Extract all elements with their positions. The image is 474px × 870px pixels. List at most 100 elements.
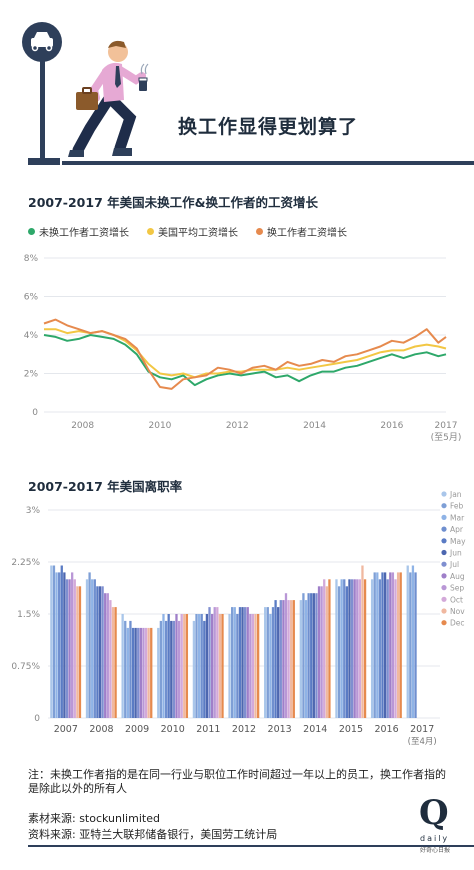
y-tick-label: 0 [32,408,38,418]
legend-label-Jul: Jul [449,560,459,569]
bottom-divider [28,845,474,847]
legend-label-Feb: Feb [450,502,464,511]
legend-dot-Feb [441,503,447,509]
bar-2011-Sep [213,607,216,718]
bar-2016-Dec [399,572,402,718]
legend-dot-Jul [441,561,447,567]
bar-2015-Feb [337,586,341,718]
bar-2016-Jun [383,572,387,718]
source-data: 资料来源: 亚特兰大联邦储备银行，美国劳工统计局 [28,828,278,841]
bar-2007-Nov [76,586,79,718]
bar-2008-Feb [88,572,91,718]
bar-2015-Aug [353,579,356,718]
x-tick-label: 2012 [232,724,256,735]
bar-2009-Jun [134,627,137,718]
y-tick-label: 2% [24,370,39,380]
bar-2007-Sep [71,572,74,718]
bar-2014-May [310,593,313,718]
legend-dot-Sep [441,585,447,591]
bar-2011-Jan [192,620,196,718]
hero-illustration [22,22,149,165]
legend-label-May: May [450,537,466,546]
headline: 换工作显得更划算了 [178,116,359,138]
bar-2008-Apr [93,579,96,718]
bar-2012-Feb [231,607,234,718]
bar-2015-Jun [348,579,351,718]
bar-2016-Oct [394,579,397,718]
legend-dot-Mar [441,514,447,520]
bar-2011-Nov [218,614,222,718]
x-tick-label: 2008 [71,421,94,431]
bar-2013-Dec [292,600,295,718]
bar-2015-Apr [343,579,346,718]
bar-2013-Oct [287,600,290,718]
x-tick-label: 2017 [410,724,434,735]
x-tick-label: 2009 [125,724,149,735]
bar-2014-Jan [299,600,302,718]
legend-dot-Jun [441,549,447,556]
bar-2010-Sep [177,620,181,718]
bar-2015-Mar [340,579,343,718]
bar-2014-Sep [320,586,323,718]
bar-2016-Apr [378,579,382,718]
bar-2010-May [167,614,170,718]
bar-2007-Jan [50,565,53,718]
bar-2016-Nov [396,572,400,718]
logo-word: daily [420,834,450,843]
bar-2007-Jul [65,579,69,718]
bar-2011-Jul [208,607,211,718]
legend-label-Aug: Aug [450,572,465,581]
legend-label-Mar: Mar [450,513,465,522]
legend-label-Jun: Jun [449,549,462,558]
bar-2011-Jun [205,614,209,718]
bar-2012-Dec [257,614,260,718]
bar-2013-Feb [266,607,269,718]
bar-2014-Jul [315,593,318,718]
bar-2011-Dec [221,614,224,718]
bar-2014-Apr [307,593,310,718]
bar-2012-Sep [249,614,252,718]
bar-2012-Jul [244,607,247,718]
bar-2007-Aug [68,579,71,718]
x-tick-label: 2011 [196,724,220,735]
bar-2009-Apr [129,620,132,718]
bar-2009-Sep [142,627,145,718]
bar-2013-Aug [282,600,285,718]
y-tick-label: 1.5% [17,610,40,620]
bar-2010-Mar [162,614,165,718]
bar-2012-Nov [254,614,257,718]
legend-label-Oct: Oct [450,595,463,604]
bar-2008-Aug [104,593,107,718]
bar-2012-May [238,607,242,718]
line-chart: 0 2% 4% 6% 8% 2008 2010 2012 2014 2016 2017(至5月) [24,254,462,443]
legend-dot-Nov [441,608,447,614]
logo-subtitle: 好奇心日报 [420,847,451,854]
bar-2014-Mar [304,600,308,718]
bar-2010-Nov [183,614,186,718]
bar-2012-Apr [236,614,239,718]
bar-2010-Aug [175,614,178,718]
bar-2008-Oct [109,600,112,718]
bar-2009-Jul [137,627,140,718]
bar-2014-Aug [317,586,321,718]
y-tick-label: 6% [24,293,39,303]
bar-2008-Dec [114,607,117,718]
bar-2016-Jul [386,579,389,718]
bar-2013-Jan [264,607,267,718]
bar-2014-Feb [302,593,305,718]
x-tick-label: 2013 [268,724,292,735]
bar-2015-Oct [358,579,362,718]
legend-dot-Oct [441,596,447,602]
legend-dot-Dec [441,620,447,626]
bar-chart-title: 2007-2017 年美国离职率 [28,479,183,494]
bar-2007-Apr [58,572,61,718]
bar-2012-Aug [246,607,249,718]
bar-2007-Mar [55,572,58,718]
x-tick-label: 2016 [374,724,398,735]
legend-dot-Aug [441,573,447,579]
hero-divider [62,161,474,165]
legend-label-Jan: Jan [449,490,462,499]
bar-2013-May [274,600,277,718]
bar-2015-May [345,586,349,718]
footnote: 注：未换工作者指的是在同一行业与职位工作时间超过一年以上的员工，换工作者指的是除… [28,768,446,795]
